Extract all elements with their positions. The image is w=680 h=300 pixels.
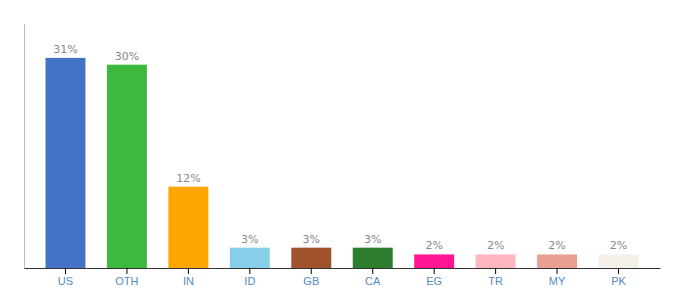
data-label: 2%	[425, 239, 442, 252]
data-label: 12%	[176, 172, 200, 185]
data-label: 3%	[364, 233, 381, 246]
x-tick: IN	[183, 268, 194, 287]
x-axis: US OTH IN ID GB CA EG TR MY PK	[25, 268, 661, 287]
bar	[230, 248, 270, 268]
x-tick-mark	[126, 268, 127, 274]
data-label: 2%	[610, 239, 627, 252]
bar	[46, 58, 86, 268]
x-tick-label: US	[58, 275, 73, 287]
x-tick: CA	[365, 268, 381, 287]
y-axis-line	[24, 25, 25, 269]
data-label: 3%	[303, 233, 320, 246]
x-tick-mark	[495, 268, 496, 274]
chart: US OTH IN ID GB CA EG TR MY PK 31% 30% 12% 3% 3% 3% 2% 2%…	[0, 0, 680, 300]
data-labels: 31% 30% 12% 3% 3% 3% 2% 2% 2% 2%	[53, 43, 627, 253]
y-axis	[24, 25, 25, 269]
x-axis-line	[25, 268, 661, 269]
bar	[414, 254, 454, 268]
x-tick-mark	[434, 268, 435, 274]
data-label: 31%	[53, 43, 77, 56]
bar	[291, 248, 331, 268]
x-tick-label: CA	[365, 275, 381, 287]
data-label: 30%	[115, 50, 139, 63]
x-tick-label: PK	[611, 275, 626, 287]
x-tick-label: TR	[488, 275, 503, 287]
bar	[168, 187, 208, 268]
x-tick: PK	[611, 268, 626, 287]
data-label: 2%	[487, 239, 504, 252]
x-tick-mark	[311, 268, 312, 274]
x-tick-mark	[557, 268, 558, 274]
bar	[476, 254, 516, 268]
x-tick: GB	[303, 268, 319, 287]
data-label: 3%	[241, 233, 258, 246]
bar	[353, 248, 393, 268]
bar	[537, 254, 577, 268]
bar	[599, 254, 639, 268]
data-label: 2%	[548, 239, 565, 252]
x-tick: TR	[488, 268, 503, 287]
bar	[107, 65, 147, 268]
x-tick: US	[58, 268, 73, 287]
bars	[46, 58, 639, 268]
x-tick-label: MY	[549, 275, 566, 287]
x-tick-label: GB	[303, 275, 319, 287]
x-tick-label: OTH	[115, 275, 138, 287]
x-tick-mark	[618, 268, 619, 274]
x-tick: ID	[244, 268, 255, 287]
x-tick-label: EG	[426, 275, 442, 287]
x-tick-mark	[65, 268, 66, 274]
plot: US OTH IN ID GB CA EG TR MY PK 31% 30% 12% 3% 3% 3% 2% 2%…	[25, 25, 661, 287]
x-tick-label: IN	[183, 275, 194, 287]
x-tick: EG	[426, 268, 442, 287]
x-tick: MY	[549, 268, 566, 287]
x-tick: OTH	[115, 268, 138, 287]
x-tick-mark	[372, 268, 373, 274]
x-tick-mark	[249, 268, 250, 274]
x-tick-label: ID	[244, 275, 255, 287]
x-tick-mark	[188, 268, 189, 274]
